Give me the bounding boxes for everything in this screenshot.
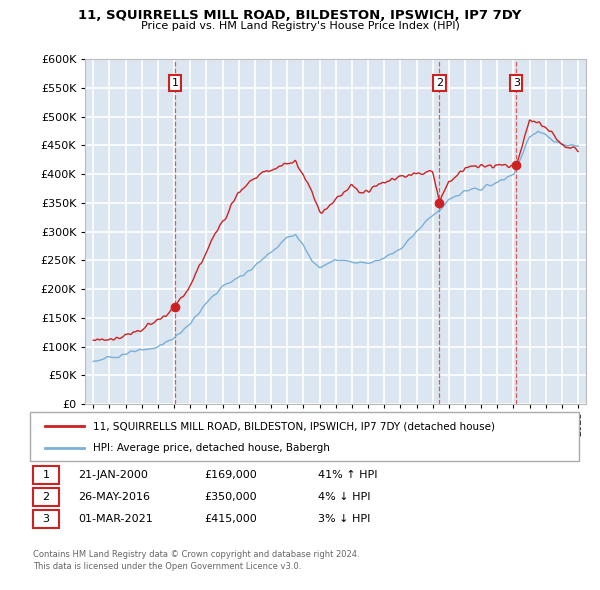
Text: 41% ↑ HPI: 41% ↑ HPI xyxy=(318,470,377,480)
Text: Price paid vs. HM Land Registry's House Price Index (HPI): Price paid vs. HM Land Registry's House … xyxy=(140,21,460,31)
Text: 2: 2 xyxy=(436,78,443,88)
Text: 01-MAR-2021: 01-MAR-2021 xyxy=(78,514,153,524)
Text: 3: 3 xyxy=(513,78,520,88)
Text: 11, SQUIRRELLS MILL ROAD, BILDESTON, IPSWICH, IP7 7DY: 11, SQUIRRELLS MILL ROAD, BILDESTON, IPS… xyxy=(79,9,521,22)
Text: 2: 2 xyxy=(43,492,49,502)
Text: 1: 1 xyxy=(43,470,49,480)
Text: 3: 3 xyxy=(43,514,49,524)
Text: £169,000: £169,000 xyxy=(204,470,257,480)
Text: 1: 1 xyxy=(172,78,179,88)
Text: 26-MAY-2016: 26-MAY-2016 xyxy=(78,492,150,502)
Text: 4% ↓ HPI: 4% ↓ HPI xyxy=(318,492,371,502)
Text: 21-JAN-2000: 21-JAN-2000 xyxy=(78,470,148,480)
Text: £350,000: £350,000 xyxy=(204,492,257,502)
Text: £415,000: £415,000 xyxy=(204,514,257,524)
Text: 3% ↓ HPI: 3% ↓ HPI xyxy=(318,514,370,524)
Text: Contains HM Land Registry data © Crown copyright and database right 2024.
This d: Contains HM Land Registry data © Crown c… xyxy=(33,550,359,571)
Text: HPI: Average price, detached house, Babergh: HPI: Average price, detached house, Babe… xyxy=(93,442,330,453)
Text: 11, SQUIRRELLS MILL ROAD, BILDESTON, IPSWICH, IP7 7DY (detached house): 11, SQUIRRELLS MILL ROAD, BILDESTON, IPS… xyxy=(93,421,495,431)
